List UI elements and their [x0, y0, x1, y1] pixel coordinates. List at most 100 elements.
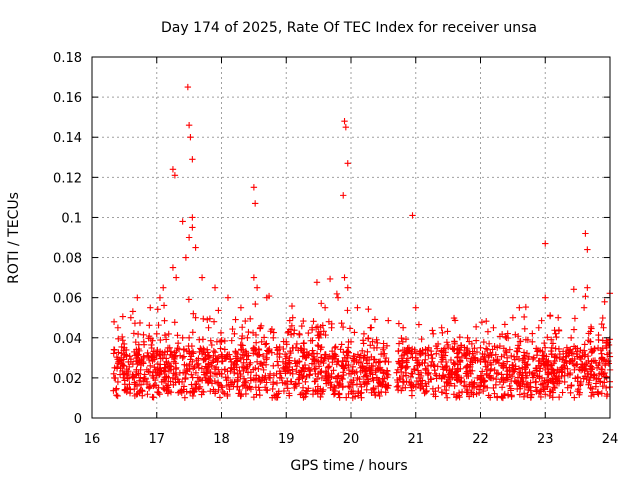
data-point	[228, 337, 235, 344]
data-point	[231, 330, 238, 337]
data-point	[313, 375, 321, 383]
data-point	[260, 366, 267, 374]
data-point	[396, 374, 403, 382]
data-point	[308, 324, 316, 331]
data-point	[300, 340, 307, 347]
data-point	[457, 374, 465, 382]
data-point	[422, 350, 429, 358]
data-point	[132, 381, 139, 388]
data-point	[140, 354, 147, 362]
data-point	[300, 317, 307, 325]
data-point	[161, 373, 168, 381]
data-point	[155, 321, 162, 329]
data-point	[540, 356, 547, 363]
data-point	[207, 388, 214, 395]
data-points	[110, 83, 614, 402]
data-point	[484, 361, 491, 369]
data-point	[559, 369, 566, 376]
data-point	[515, 355, 523, 363]
data-point	[269, 385, 276, 393]
data-point	[231, 378, 238, 386]
data-point	[315, 358, 322, 366]
data-point	[509, 361, 516, 369]
data-point	[311, 365, 318, 373]
data-point	[317, 346, 324, 353]
data-point	[113, 391, 120, 399]
data-point	[129, 308, 137, 315]
data-point	[134, 294, 141, 301]
data-point	[349, 366, 356, 374]
data-point	[190, 310, 197, 317]
data-point	[470, 384, 478, 392]
data-point	[587, 328, 594, 335]
data-point	[491, 366, 498, 374]
data-point	[586, 377, 593, 384]
data-point	[382, 354, 390, 362]
data-point	[544, 334, 551, 341]
data-point	[157, 336, 164, 344]
data-point	[508, 352, 515, 360]
data-point	[291, 381, 299, 388]
data-point	[139, 392, 146, 399]
data-point	[215, 307, 222, 314]
data-point	[328, 381, 335, 389]
data-point	[496, 378, 504, 386]
data-point	[329, 359, 336, 366]
data-point	[425, 344, 432, 352]
data-point	[125, 368, 132, 375]
data-point	[395, 382, 402, 390]
data-point	[156, 391, 163, 398]
data-point	[153, 330, 160, 337]
data-point	[502, 347, 509, 355]
data-point	[314, 342, 322, 349]
data-point	[187, 353, 195, 360]
data-point	[334, 358, 342, 366]
data-point	[603, 344, 610, 352]
data-point	[522, 364, 530, 372]
data-point	[161, 332, 169, 339]
data-point	[573, 350, 580, 358]
data-point	[516, 370, 523, 378]
data-point	[165, 330, 172, 338]
data-point	[252, 384, 260, 391]
data-point	[347, 370, 355, 378]
data-point	[119, 313, 127, 320]
data-point	[527, 383, 534, 390]
data-point	[114, 324, 122, 331]
data-point	[584, 284, 591, 291]
data-point	[529, 338, 536, 345]
data-point	[363, 386, 370, 394]
data-point	[551, 384, 559, 392]
y-tick-label: 0.06	[53, 292, 82, 307]
data-point	[245, 328, 252, 336]
data-point	[263, 386, 270, 394]
data-point	[123, 385, 131, 392]
data-point	[380, 340, 387, 347]
data-point	[183, 388, 190, 395]
data-point	[321, 304, 329, 311]
data-point	[521, 325, 528, 333]
data-point	[195, 364, 203, 372]
data-point	[233, 358, 241, 365]
data-point	[253, 372, 260, 379]
data-point	[281, 380, 289, 387]
data-point	[562, 357, 569, 364]
data-point	[516, 345, 523, 352]
data-point	[507, 377, 515, 385]
data-point	[169, 264, 177, 271]
data-point	[553, 333, 560, 341]
data-point	[508, 393, 515, 400]
data-point	[580, 304, 588, 311]
data-point	[161, 351, 168, 358]
data-point	[127, 314, 135, 321]
data-point	[156, 370, 164, 378]
data-point	[172, 274, 180, 281]
x-tick-label: 24	[602, 432, 619, 447]
data-point	[555, 314, 562, 321]
data-point	[462, 351, 469, 358]
data-point	[121, 381, 129, 388]
data-point	[224, 368, 231, 375]
data-point	[441, 364, 449, 372]
data-point	[190, 365, 197, 372]
data-point	[300, 391, 307, 398]
